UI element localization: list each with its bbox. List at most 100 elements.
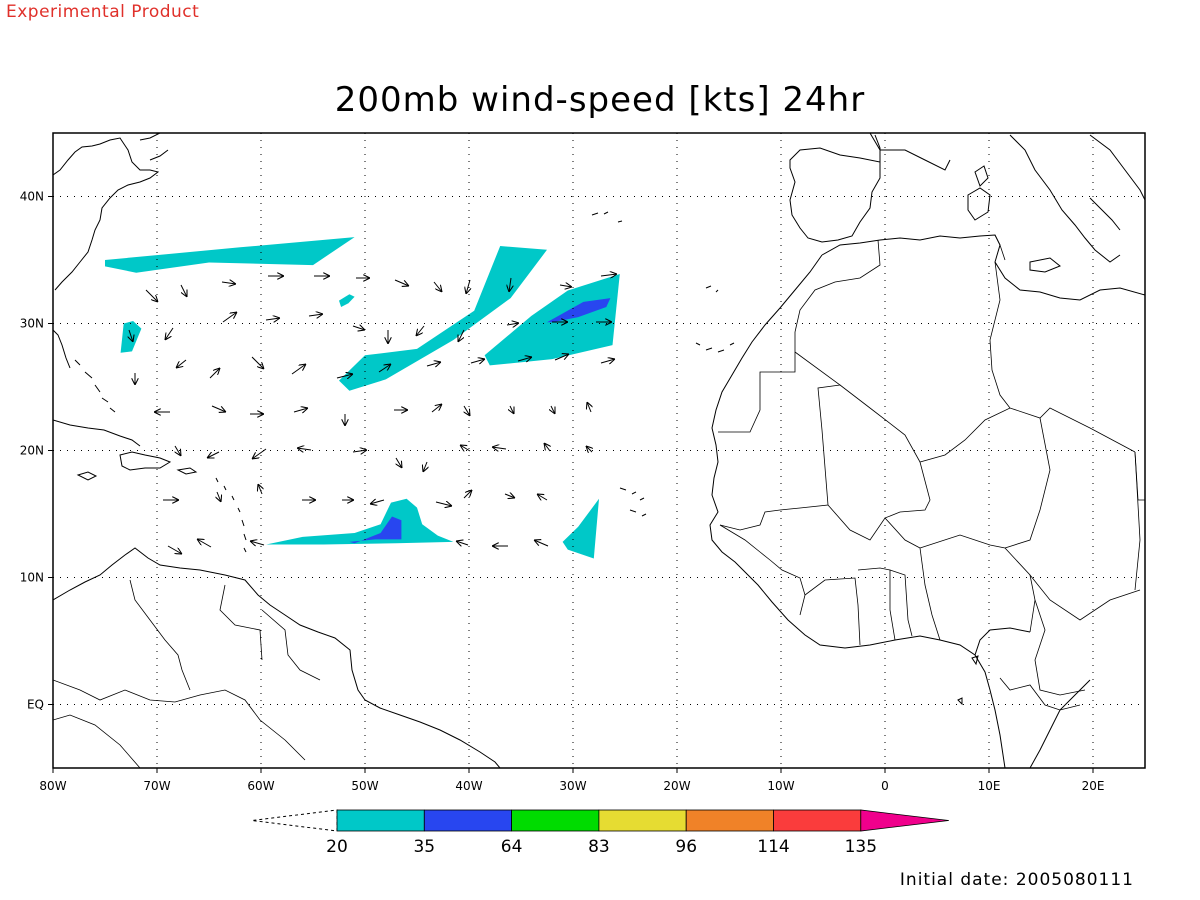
wind-vector-arrow	[291, 364, 306, 375]
wind-vector-arrow	[426, 362, 441, 366]
wind-vector-arrow	[537, 494, 548, 500]
colorbar-label: 135	[845, 837, 877, 857]
wind-vector-arrow	[165, 327, 174, 340]
island-madeira	[705, 285, 719, 293]
initial-date-label: Initial date:	[899, 870, 1010, 890]
coastline-puerto-rico	[176, 467, 198, 475]
coastline-cuba	[53, 419, 141, 447]
wind-vector-arrow	[265, 318, 280, 320]
wind-vector-arrow	[352, 450, 367, 452]
border-mali-niger	[884, 461, 931, 519]
wind-vector-arrow	[460, 445, 471, 451]
wind-vector-arrow	[506, 323, 519, 325]
wind-vector-arrow	[308, 314, 323, 316]
coastline-nova-scotia	[139, 133, 169, 161]
colorbar-segment	[598, 809, 687, 832]
wind-vector-arrow	[167, 545, 182, 554]
coastline-west-africa	[709, 254, 1006, 768]
x-tick-label: 40W	[455, 779, 482, 793]
coastline-iberia	[789, 147, 881, 243]
y-tick-label: 30N	[20, 317, 44, 331]
colorbar-label: 114	[757, 837, 789, 857]
wind-vector-arrow	[456, 541, 469, 545]
x-tick-label: 10E	[978, 779, 1001, 793]
coastline-france	[869, 133, 951, 171]
initial-date-value: 2005080111	[1015, 870, 1134, 890]
wind-vector-arrow	[554, 354, 569, 361]
border-guyana-suriname	[261, 609, 321, 681]
coastline-hispaniola	[119, 451, 172, 471]
wind-vector-arrow	[129, 329, 133, 342]
coastline-sardinia	[967, 187, 991, 221]
border-cameroon-car	[1029, 574, 1141, 696]
colorbar-label: 64	[501, 837, 523, 857]
colorbar-segment	[336, 809, 425, 832]
border-algeria-libya	[989, 261, 1011, 409]
wind-vector-arrow	[297, 448, 312, 450]
x-tick-label: 0	[881, 779, 889, 793]
wind-vector-arrow	[145, 289, 158, 302]
coastline-north-america	[53, 137, 160, 291]
wind-vector-arrow	[534, 540, 549, 547]
border-mali-burkina	[827, 504, 921, 549]
wind-vector-arrow	[470, 359, 485, 363]
wind-vector-arrow	[180, 284, 187, 297]
wind-vector-arrow	[176, 359, 187, 368]
y-tick-label: EQ	[27, 698, 44, 712]
shade-20-35-0	[105, 237, 355, 273]
border-algeria-mali-niger	[839, 384, 1136, 463]
wind-vector-arrow	[431, 404, 442, 413]
border-peru	[53, 714, 141, 768]
initial-date: Initial date: 2005080111	[900, 870, 1134, 890]
wind-vector-arrow	[433, 281, 442, 292]
colorbar-label: 96	[675, 837, 697, 857]
shade-35-64-7	[349, 516, 402, 544]
y-tick-label: 20N	[20, 444, 44, 458]
colorbar-label: 20	[326, 837, 348, 857]
wind-vector-arrow	[396, 457, 402, 468]
wind-vector-arrow	[544, 443, 550, 452]
latitude-ticks: 40N 30N 20N 10N EQ	[20, 190, 53, 712]
x-tick-label: 80W	[39, 779, 66, 793]
wind-vector-arrow	[211, 405, 226, 412]
wind-vector-arrow	[378, 364, 391, 373]
shade-35-64-5	[547, 298, 611, 323]
wind-vector-arrow	[504, 494, 515, 498]
colorbar-segment	[511, 809, 600, 832]
x-tick-label: 20W	[663, 779, 690, 793]
island-cape-verde	[619, 487, 647, 517]
wind-vector-arrow	[423, 461, 427, 472]
colorbar-label: 83	[588, 837, 610, 857]
x-tick-label: 20E	[1082, 779, 1105, 793]
y-tick-label: 10N	[20, 571, 44, 585]
x-tick-label: 50W	[351, 779, 378, 793]
coastline-florida	[53, 329, 71, 369]
wind-vector-arrow	[492, 447, 507, 449]
wind-vector-arrow	[464, 405, 470, 416]
coastline-south-africa-east	[1029, 679, 1091, 768]
shade-20-35-2	[339, 294, 355, 307]
border-venezuela-guyana	[219, 584, 263, 661]
coastline-bahamas	[74, 359, 116, 413]
longitude-ticks: 80W 70W 60W 50W 40W 30W 20W 10W 0 10E 20E	[39, 768, 1104, 793]
lat-lon-grid	[53, 133, 1145, 768]
x-tick-label: 30W	[559, 779, 586, 793]
x-tick-label: 70W	[143, 779, 170, 793]
wind-vector-arrow	[394, 279, 409, 286]
shade-20-35-6	[266, 498, 454, 545]
wind-vector-arrow	[587, 402, 591, 413]
wind-vector-arrow	[466, 279, 470, 294]
wind-vector-arrow	[509, 277, 511, 292]
border-guinea-senegal	[719, 524, 806, 616]
colorbar: 20 35 64 83 96 114 135	[251, 809, 949, 857]
border-mauritania-mali	[719, 351, 842, 531]
border-morocco-algeria	[794, 239, 881, 333]
wind-vector-arrow	[293, 408, 308, 412]
coastline-lesser-antilles	[215, 477, 247, 553]
colorbar-over-triangle	[860, 809, 949, 832]
wind-vector-arrow	[197, 539, 212, 548]
wind-vector-arrow	[510, 405, 514, 414]
colorbar-segment	[423, 809, 512, 832]
shade-20-35-8	[562, 498, 599, 559]
